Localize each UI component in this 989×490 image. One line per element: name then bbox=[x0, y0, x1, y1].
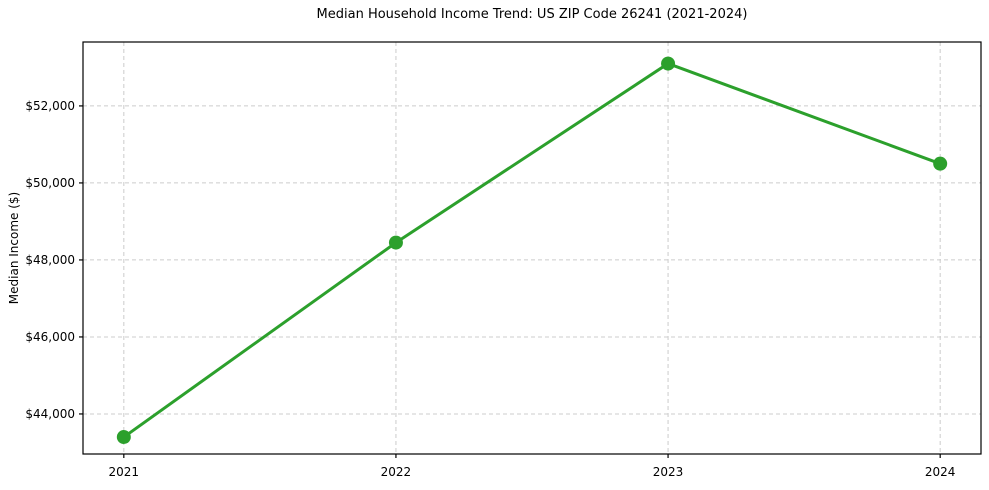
y-tick-label: $50,000 bbox=[25, 176, 75, 190]
x-tick-label: 2022 bbox=[381, 465, 412, 479]
x-tick-label: 2021 bbox=[109, 465, 140, 479]
plot-border bbox=[82, 41, 982, 455]
data-point-2024 bbox=[933, 156, 948, 171]
y-tick-label: $44,000 bbox=[25, 407, 75, 421]
x-tick-label: 2024 bbox=[925, 465, 956, 479]
y-axis-label: Median Income ($) bbox=[7, 191, 21, 305]
x-tick-label: 2023 bbox=[653, 465, 684, 479]
data-point-2021 bbox=[116, 430, 131, 445]
data-point-2023 bbox=[661, 56, 676, 71]
y-tick-label: $46,000 bbox=[25, 330, 75, 344]
y-tick-label: $48,000 bbox=[25, 253, 75, 267]
y-tick-label: $52,000 bbox=[25, 99, 75, 113]
data-line bbox=[122, 62, 942, 439]
data-point-2022 bbox=[388, 235, 403, 250]
chart-title: Median Household Income Trend: US ZIP Co… bbox=[316, 7, 748, 22]
